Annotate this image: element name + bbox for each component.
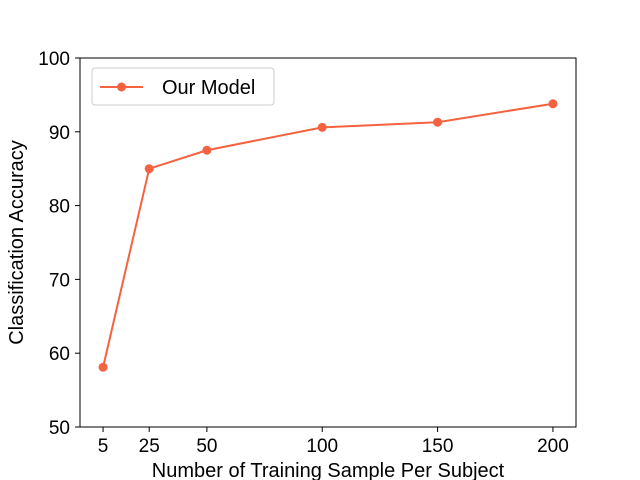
x-tick-label: 50 — [196, 436, 217, 457]
data-point — [317, 122, 327, 132]
legend-box — [91, 67, 275, 106]
data-point — [98, 362, 108, 372]
y-tick-label: 80 — [49, 197, 70, 218]
x-tick-label: 150 — [422, 436, 454, 457]
legend: Our Model — [91, 67, 275, 106]
series-line-our-model — [102, 102, 554, 368]
data-point — [144, 164, 154, 174]
x-tick-label: 25 — [139, 436, 160, 457]
x-tick-label: 200 — [537, 436, 569, 457]
y-tick-label: 50 — [49, 418, 70, 439]
y-axis-label: Classification Accuracy — [6, 140, 28, 345]
x-tick-label: 5 — [98, 436, 109, 457]
x-axis-label: Number of Training Sample Per Subject — [152, 460, 505, 480]
data-point — [548, 99, 558, 109]
y-tick-label: 90 — [49, 123, 70, 144]
data-point — [202, 145, 212, 155]
legend-marker-our-model — [117, 82, 126, 92]
y-axis: 50 60 70 80 90 100 — [38, 49, 80, 439]
series-layer — [98, 99, 558, 372]
data-point — [433, 117, 443, 127]
x-axis: 5 25 50 100 150 200 — [98, 427, 569, 457]
x-tick-label: 100 — [306, 436, 338, 457]
y-tick-label: 70 — [49, 270, 70, 291]
y-tick-label: 60 — [49, 344, 70, 365]
y-tick-label: 100 — [38, 49, 70, 70]
plot-area-frame — [79, 57, 577, 428]
legend-label-our-model: Our Model — [162, 77, 255, 99]
